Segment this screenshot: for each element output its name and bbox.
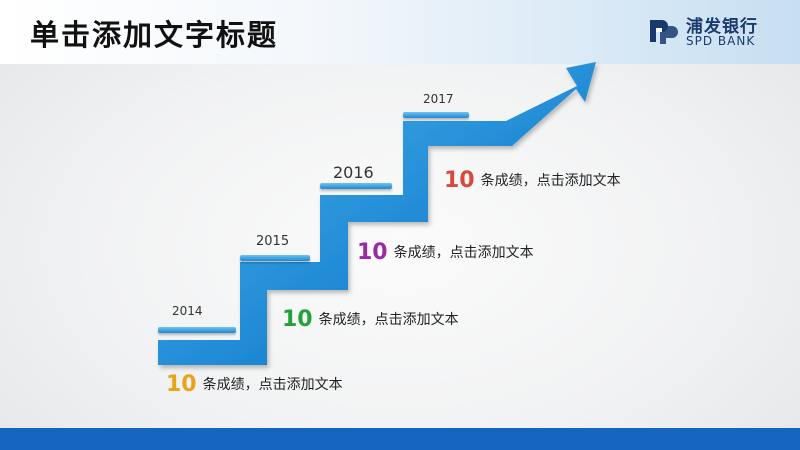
- step-text: 条成绩，点击添加文本: [318, 312, 459, 328]
- step-caption-2015[interactable]: 10 条成绩，点击添加文本: [282, 307, 459, 332]
- step-caption-2016[interactable]: 10 条成绩，点击添加文本: [357, 240, 534, 265]
- step-caption-2017[interactable]: 10 条成绩，点击添加文本: [444, 168, 621, 193]
- step-text: 条成绩，点击添加文本: [480, 173, 621, 189]
- year-label-2014: 2014: [172, 304, 203, 318]
- spd-logo-icon: [650, 20, 678, 44]
- step-caption-2014[interactable]: 10 条成绩，点击添加文本: [166, 372, 343, 397]
- step-text: 条成绩，点击添加文本: [202, 377, 343, 393]
- page-title[interactable]: 单击添加文字标题: [30, 18, 279, 52]
- year-label-2016: 2016: [333, 163, 374, 182]
- step-bar-2015: [240, 255, 310, 261]
- stair-shape: [158, 62, 596, 365]
- spd-bank-logo: 浦发银行 SPD BANK: [646, 12, 796, 52]
- step-number: 10: [444, 168, 475, 193]
- step-text: 条成绩，点击添加文本: [393, 245, 534, 261]
- step-number: 10: [282, 307, 313, 332]
- step-number: 10: [166, 372, 197, 397]
- step-bar-2016: [320, 183, 392, 189]
- year-label-2017: 2017: [423, 92, 454, 106]
- year-label-2015: 2015: [256, 234, 290, 249]
- bank-name-chinese: 浦发银行: [686, 17, 758, 37]
- header-band: 单击添加文字标题 浦发银行 SPD BANK: [0, 0, 800, 64]
- bank-name-english: SPD BANK: [686, 34, 756, 48]
- step-bar-2017: [403, 112, 469, 118]
- step-number: 10: [357, 240, 388, 265]
- footer-band: [0, 428, 800, 450]
- step-bar-2014: [158, 327, 236, 333]
